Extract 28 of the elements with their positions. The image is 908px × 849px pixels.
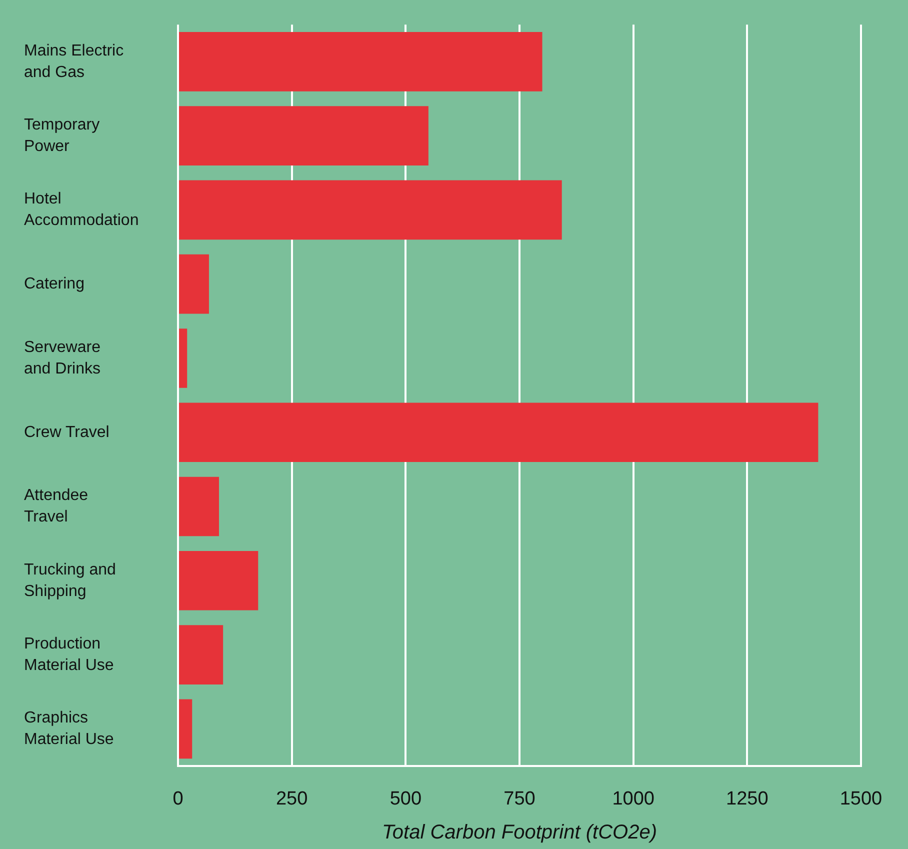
bar (179, 254, 209, 314)
y-tick-label: Temporary Power (24, 116, 100, 156)
x-tick-label: 0 (172, 788, 184, 810)
y-tick-label: Catering (24, 275, 84, 292)
bar (179, 106, 428, 166)
x-axis-title: Total Carbon Footprint (tCO2e) (382, 822, 657, 844)
x-tick-label: 1250 (726, 788, 768, 810)
bar (179, 180, 562, 240)
bar (179, 550, 258, 610)
bar (179, 625, 224, 684)
bar (179, 476, 219, 536)
x-tick-label: 250 (276, 788, 308, 810)
y-tick-label: Serveware and Drinks (24, 338, 101, 378)
y-tick-label: Trucking and Shipping (24, 561, 116, 600)
bar (179, 699, 192, 759)
y-tick-label: Mains Electric and Gas (24, 42, 124, 81)
bar (179, 32, 542, 92)
y-tick-label: Crew Travel (24, 424, 110, 441)
y-tick-label: Graphics Material Use (24, 710, 114, 748)
y-tick-label: Production Material Use (24, 635, 114, 674)
y-tick-label: Hotel Accommodation (24, 190, 139, 230)
y-tick-label: Attendee Travel (24, 487, 88, 526)
bar (179, 402, 818, 462)
x-tick-label: 1000 (612, 788, 654, 810)
x-tick-label: 500 (390, 788, 422, 810)
x-tick-label: 750 (504, 788, 536, 810)
bar (179, 328, 188, 388)
x-tick-label: 1500 (840, 788, 882, 810)
